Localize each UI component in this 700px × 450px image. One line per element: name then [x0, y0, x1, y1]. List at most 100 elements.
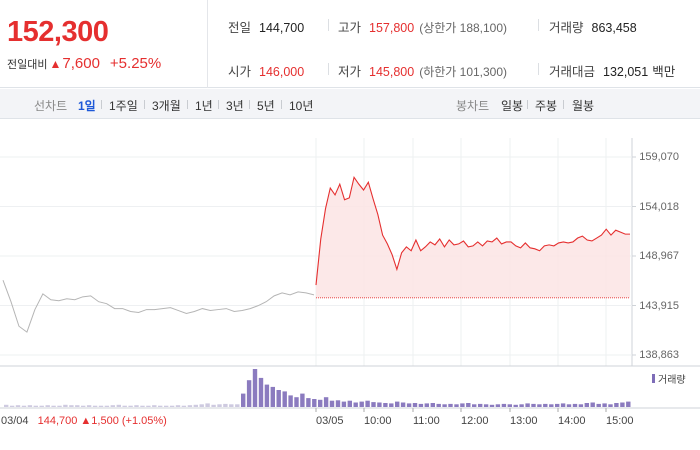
volume-bar: [549, 404, 554, 407]
volume-bar: [27, 405, 33, 407]
y-tick-label: 143,915: [639, 300, 679, 312]
volume-bar: [365, 400, 370, 407]
high-value: 157,800: [369, 21, 415, 35]
stat-divider: [328, 19, 329, 31]
volume-bar: [235, 404, 240, 407]
tab-divider: [101, 100, 102, 109]
tab-1week[interactable]: 1주일: [109, 99, 138, 113]
volume-bar: [15, 405, 21, 407]
x-tick-label: 11:00: [413, 415, 440, 427]
volume-bar: [519, 404, 524, 407]
volume-bar: [175, 405, 181, 407]
stat-divider: [538, 63, 539, 75]
volume-bar: [412, 403, 418, 407]
volume-bar: [164, 405, 169, 407]
x-tick-label: 10:00: [364, 415, 392, 427]
tab-weekly-candle[interactable]: 주봉: [535, 99, 558, 113]
low-label: 저가: [338, 65, 362, 79]
open-label: 시가: [228, 65, 252, 79]
volume-bar: [51, 405, 56, 407]
tab-10years[interactable]: 10년: [289, 99, 314, 113]
x-tick-label: 03/05: [316, 415, 344, 427]
volume-bar: [199, 404, 204, 407]
volume-bar: [590, 402, 595, 407]
period-tab-bar: 선차트 1일 1주일 3개월 1년 3년 5년 10년 봉차트 일봉 주봉 월봉: [0, 89, 700, 119]
volume-bar: [33, 405, 38, 407]
volume-bar: [318, 399, 323, 407]
volume-bar: [335, 400, 341, 407]
low-stat: 저가 145,800 (하한가 101,300): [338, 61, 507, 80]
volume-bar: [158, 405, 163, 407]
x-tick-label: 14:00: [558, 415, 586, 427]
volume-bar: [294, 397, 299, 407]
price-chart: 159,070 154,018 148,967 143,915 138,863 …: [0, 120, 700, 450]
tab-5years[interactable]: 5년: [257, 99, 275, 113]
volume-value: 863,458: [591, 21, 637, 35]
volume-bar: [513, 404, 518, 407]
high-stat: 고가 157,800 (상한가 188,100): [338, 17, 507, 36]
volume-bar: [169, 405, 175, 407]
volume-bar: [489, 404, 495, 407]
volume-bar: [211, 404, 216, 407]
volume-bar: [341, 401, 347, 407]
amount-value: 132,051: [603, 65, 649, 79]
volume-bar: [371, 402, 376, 407]
volume-bar: [626, 401, 631, 407]
volume-bar: [258, 377, 264, 407]
volume-bar: [241, 393, 246, 407]
volume-bar: [288, 395, 293, 407]
tab-divider: [527, 100, 528, 109]
volume-bar: [205, 403, 210, 407]
volume-bar: [454, 404, 459, 407]
y-tick-label: 148,967: [639, 250, 679, 262]
volume-bar: [424, 403, 429, 407]
volume-bar: [578, 404, 584, 407]
tab-daily-candle[interactable]: 일봉: [501, 99, 524, 113]
tab-divider: [187, 100, 188, 109]
volume-bar: [560, 403, 566, 407]
upper-limit: (상한가 188,100): [419, 21, 508, 35]
volume-bar: [400, 402, 406, 407]
change-value: 7,600: [62, 55, 100, 72]
line-chart-label: 선차트: [34, 99, 68, 113]
volume-bar: [252, 369, 258, 407]
volume-bar: [181, 405, 187, 407]
volume-bar: [501, 403, 507, 407]
volume-legend-label: 거래량: [658, 375, 686, 386]
volume-bar: [140, 405, 145, 407]
prev-close-stat: 전일 144,700: [228, 17, 304, 36]
tab-monthly-candle[interactable]: 월봉: [572, 99, 595, 113]
volume-bar: [81, 405, 86, 407]
current-price-block: 152,300 전일대비 ▲ 7,600 +5.25%: [0, 0, 208, 88]
tab-1year[interactable]: 1년: [195, 99, 213, 113]
tab-divider: [249, 100, 250, 109]
volume-bar: [507, 404, 512, 407]
x-tick-label: 15:00: [606, 415, 634, 427]
volume-bar: [472, 404, 477, 407]
tab-3months[interactable]: 3개월: [152, 99, 181, 113]
volume-bar: [347, 400, 352, 407]
volume-bar: [39, 405, 44, 407]
tab-1day[interactable]: 1일: [78, 99, 96, 113]
volume-bar: [187, 405, 193, 407]
volume-bar: [614, 403, 619, 407]
volume-bar: [566, 404, 572, 407]
volume-bar: [4, 404, 9, 407]
volume-bar: [110, 405, 115, 407]
volume-bar: [152, 405, 157, 407]
y-tick-label: 159,070: [639, 151, 679, 163]
volume-bar: [282, 391, 287, 407]
volume-bar: [45, 405, 50, 407]
volume-bar: [608, 404, 613, 407]
change-label: 전일대비: [7, 59, 48, 71]
volume-bar: [584, 403, 589, 407]
volume-legend: 거래량: [652, 371, 686, 386]
stat-divider: [538, 19, 539, 31]
volume-bar: [312, 399, 317, 407]
tab-3years[interactable]: 3년: [226, 99, 244, 113]
price-fill-area: [316, 177, 630, 298]
volume-bar: [98, 405, 104, 407]
tab-divider: [281, 100, 282, 109]
volume-bar: [223, 403, 228, 407]
x-tick-label: 13:00: [510, 415, 538, 427]
